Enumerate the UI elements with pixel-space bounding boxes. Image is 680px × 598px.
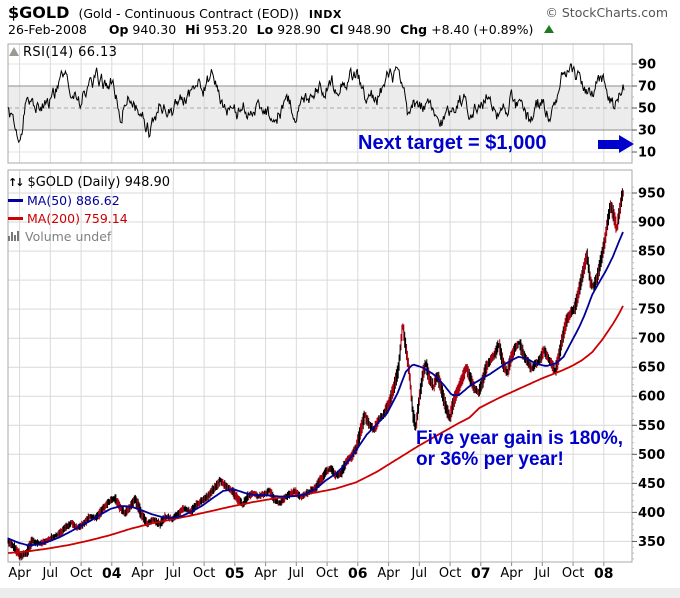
x-axis-month-label: Oct [561,566,585,581]
x-axis-month-label: Oct [315,566,339,581]
rsi-series-line [7,63,625,144]
y-axis-label: 750 [638,303,665,318]
change-up-icon [544,25,555,33]
legend-item-text: MA(200) 759.14 [27,211,128,226]
y-axis: 950 900 850 800 750 700 650 600 550 500 450 400 350 9… [632,58,665,560]
legend-item: Volume undef [8,228,170,246]
x-axis-month-label: Jul [42,566,59,581]
quote-item: Hi 953.20 [185,22,248,37]
x-axis-labels: Apr Jul Oct 04 Apr Jul Oct 05 Apr Jul Oct 06 Apr Jul O… [0,566,680,584]
x-axis-month-label: Oct [69,566,93,581]
x-axis-month-label: Jul [411,566,428,581]
price-panel-legend: ↑↓ $GOLD (Daily) 948.90 MA(50) 886.62 MA(20… [8,174,170,246]
annotation-line-1: Five year gain is 180%, [416,428,624,449]
ticker-symbol: $GOLD [8,3,70,22]
rsi-indicator-label: RSI(14) 66.13 [9,45,117,60]
next-target-annotation: Next target = $1,000 [358,132,547,154]
rsi-label-text: RSI(14) 66.13 [23,45,118,60]
chart-header: $GOLD (Gold - Continuous Contract (EOD))… [8,3,672,22]
indicator-mountain-icon [9,47,19,56]
y-axis-label: 90 [638,58,656,73]
y-axis-label: 500 [638,448,665,463]
legend-item-text: Volume undef [25,229,112,244]
y-axis-label: 70 [638,80,656,95]
annotation-line-2: or 36% per year! [416,449,564,470]
x-axis-year-label: 07 [471,566,491,582]
legend-item: MA(200) 759.14 [8,210,170,228]
quote-date: 26-Feb-2008 [8,22,87,37]
y-axis-label: 700 [638,332,665,347]
quote-item: Chg +8.40 (+0.89%) [400,22,534,37]
arrow-head [619,135,634,153]
price-up-bars [7,188,623,561]
legend-item-text: $GOLD (Daily) 948.90 [27,175,171,190]
y-axis-label: 900 [638,216,665,231]
x-axis-year-label: 05 [225,566,245,582]
x-axis-month-label: Apr [254,566,277,581]
y-axis-label: 950 [638,187,665,202]
five-year-gain-annotation: Five year gain is 180%, or 36% per year! [416,428,623,470]
x-axis-month-label: Jul [165,566,182,581]
ma200-line [7,305,624,554]
y-axis-label: 50 [638,102,656,117]
quote-item: Cl 948.90 [329,22,392,37]
ohlc-values: Op 940.30 Hi 953.20 Lo 928.90 Cl 948.90 Chg … [109,22,542,37]
right-arrow-icon [598,135,634,154]
y-axis-label: 450 [638,477,665,492]
ma-line-swatch-icon [8,199,23,202]
y-axis-label: 650 [638,361,665,376]
quote-item: Lo 928.90 [256,22,321,37]
legend-item: ↑↓ $GOLD (Daily) 948.90 [8,174,170,192]
x-axis-month-label: Apr [8,566,31,581]
arrow-body [598,140,619,149]
legend-item: MA(50) 886.62 [8,192,170,210]
volume-bars-icon [8,231,20,241]
ma-line-swatch-icon [8,217,23,220]
updown-arrows-icon: ↑↓ [8,176,25,189]
x-axis-month-label: Jul [288,566,305,581]
quote-item: Op 940.30 [108,22,177,37]
ma50-line [7,231,624,547]
y-axis-label: 30 [638,124,656,139]
y-axis-label: 350 [638,535,665,550]
x-axis-month-label: Apr [131,566,154,581]
y-axis-label: 600 [638,390,665,405]
x-axis-month-label: Apr [377,566,400,581]
x-axis-month-label: Oct [438,566,462,581]
y-axis-label: 850 [638,245,665,260]
y-axis-label: 10 [638,146,656,161]
x-axis-month-label: Jul [534,566,551,581]
bottom-margin-strip [0,588,680,598]
x-axis-year-label: 08 [594,566,614,582]
exchange-label: INDX [308,8,342,21]
y-axis-label: 800 [638,274,665,289]
x-axis-month-label: Apr [500,566,523,581]
y-axis-label: 400 [638,506,665,521]
x-axis-month-label: Oct [192,566,216,581]
quote-line: 26-Feb-2008 Op 940.30 Hi 953.20 Lo 928.90 Cl… [8,22,555,37]
x-axis-year-label: 04 [102,566,122,582]
instrument-name: (Gold - Continuous Contract (EOD)) [78,6,299,21]
grid-lines [7,43,633,566]
legend-item-text: MA(50) 886.62 [27,193,120,208]
y-axis-label: 550 [638,419,665,434]
price-close-line [7,193,624,558]
x-axis-year-label: 06 [348,566,368,582]
copyright-notice: © StockCharts.com [545,5,668,20]
